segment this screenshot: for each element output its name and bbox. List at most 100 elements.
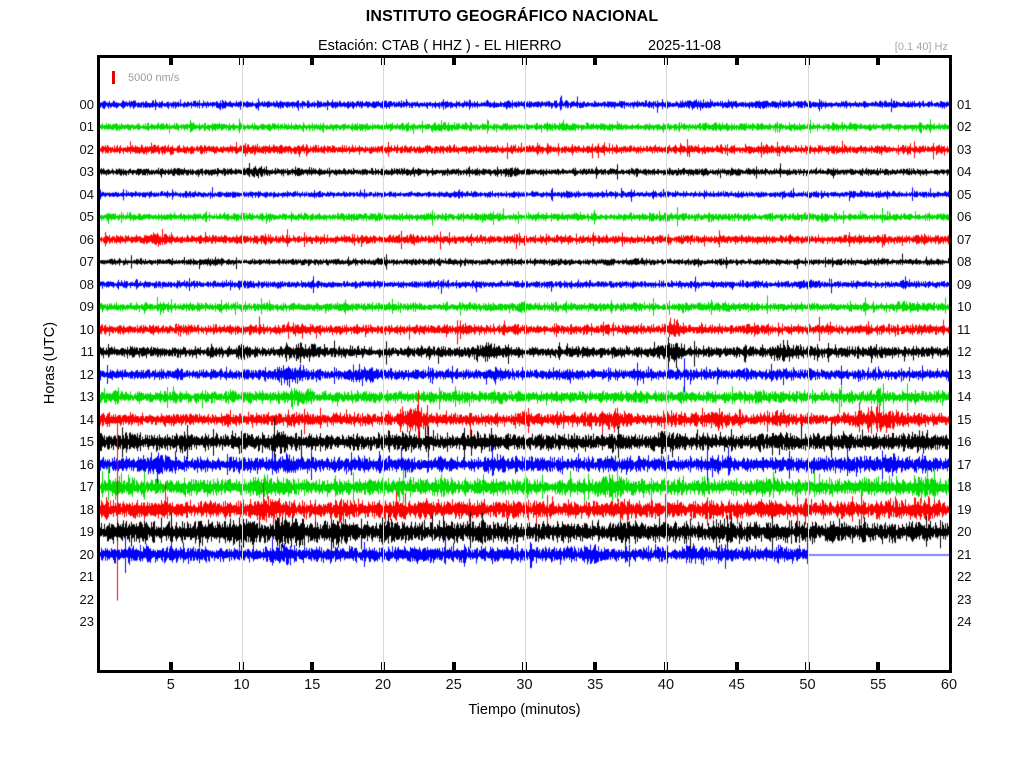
x-tick-label-10: 10	[233, 677, 250, 693]
axis-tick	[667, 662, 669, 670]
hour-label-left-05: 05	[79, 209, 94, 224]
hour-label-right-09: 09	[957, 276, 972, 292]
gridline-50min	[807, 58, 809, 670]
hour-label-right-15: 15	[957, 411, 972, 427]
hour-label-left-07: 07	[79, 254, 94, 269]
hour-label-right-08: 08	[957, 254, 972, 269]
hour-label-right-04: 04	[957, 164, 972, 179]
hour-label-right-03: 03	[957, 141, 972, 157]
axis-tick	[876, 58, 881, 65]
axis-tick	[380, 58, 382, 65]
axis-tick	[242, 662, 244, 670]
hour-label-left-00: 00	[79, 96, 94, 112]
axis-tick	[876, 662, 881, 670]
hour-label-left-23: 23	[79, 614, 94, 629]
axis-tick	[168, 58, 173, 65]
axis-tick	[593, 662, 598, 670]
page-title: INSTITUTO GEOGRÁFICO NACIONAL	[365, 8, 659, 25]
axis-tick	[168, 662, 173, 670]
hour-label-right-22: 22	[957, 569, 972, 584]
x-tick-label-45: 45	[728, 677, 745, 693]
hour-label-right-06: 06	[957, 209, 972, 224]
hour-label-right-16: 16	[957, 434, 972, 449]
x-tick-label-40: 40	[657, 677, 675, 693]
filter-band-label: [0.1 40] Hz	[894, 41, 948, 53]
x-tick-label-55: 55	[870, 677, 887, 693]
x-tick-label-50: 50	[799, 677, 816, 693]
axis-tick	[525, 58, 527, 65]
hour-label-left-10: 10	[79, 321, 94, 337]
hour-label-left-01: 01	[79, 119, 94, 134]
x-tick-label-60: 60	[940, 677, 958, 693]
axis-tick	[310, 58, 315, 65]
hour-label-left-15: 15	[79, 434, 94, 449]
axis-tick	[451, 662, 456, 670]
axis-tick	[310, 662, 315, 670]
hour-label-right-21: 21	[957, 546, 972, 562]
hour-label-right-13: 13	[957, 366, 972, 382]
x-tick-label-5: 5	[166, 677, 175, 693]
axis-tick	[663, 58, 665, 65]
hour-label-left-12: 12	[79, 366, 94, 382]
hour-label-right-19: 19	[957, 501, 972, 517]
hour-label-left-08: 08	[79, 276, 94, 292]
hour-label-right-20: 20	[957, 524, 972, 539]
hour-label-right-02: 02	[957, 119, 972, 134]
hour-label-left-02: 02	[79, 141, 94, 157]
axis-tick	[593, 58, 598, 65]
hour-label-left-21: 21	[79, 569, 94, 584]
gridline-20min	[383, 58, 384, 670]
hour-label-left-04: 04	[79, 186, 94, 202]
hour-label-left-22: 22	[79, 591, 94, 607]
axis-tick	[805, 662, 807, 670]
axis-tick	[242, 58, 244, 65]
axis-tick	[384, 662, 386, 670]
axis-tick	[808, 662, 810, 670]
axis-tick	[384, 58, 386, 65]
gridline-10min	[241, 58, 243, 670]
x-tick-label-30: 30	[516, 677, 533, 693]
axis-tick	[525, 662, 527, 670]
date-label: 2025-11-08	[648, 38, 722, 54]
axis-tick	[667, 58, 669, 65]
hour-label-left-18: 18	[79, 501, 94, 517]
hour-label-left-20: 20	[79, 546, 94, 562]
axis-tick	[734, 662, 739, 670]
axis-tick	[239, 662, 241, 670]
y-axis-title: Horas (UTC)	[42, 321, 58, 405]
axis-tick	[808, 58, 810, 65]
x-tick-label-35: 35	[587, 677, 604, 693]
hour-label-left-03: 03	[79, 164, 94, 179]
gridline-40min	[666, 58, 667, 670]
x-tick-label-25: 25	[445, 677, 462, 693]
axis-tick	[522, 58, 524, 65]
station-label: Estación: CTAB ( HHZ ) - EL HIERRO	[318, 38, 562, 54]
hour-label-right-17: 17	[957, 456, 972, 472]
hour-label-left-09: 09	[79, 299, 94, 314]
x-axis-title: Tiempo (minutos)	[468, 702, 581, 718]
axis-tick	[734, 58, 739, 65]
gridline-30min	[524, 58, 526, 670]
axis-tick	[239, 58, 241, 65]
axis-tick	[805, 58, 807, 65]
hour-label-left-14: 14	[79, 411, 94, 427]
hour-label-right-05: 05	[957, 186, 972, 202]
x-tick-label-15: 15	[304, 677, 321, 693]
hour-label-right-07: 07	[957, 231, 972, 247]
hour-label-right-12: 12	[957, 344, 972, 359]
hour-label-left-06: 06	[79, 231, 94, 247]
axis-tick	[663, 662, 665, 670]
axis-tick	[522, 662, 524, 670]
hour-label-left-16: 16	[79, 456, 94, 472]
hour-label-left-11: 11	[80, 344, 95, 359]
hour-label-right-18: 18	[957, 479, 972, 494]
hour-label-left-19: 19	[79, 524, 94, 539]
axis-tick	[380, 662, 382, 670]
hour-label-right-01: 01	[957, 96, 972, 112]
hour-label-right-23: 23	[957, 591, 972, 607]
hour-label-right-11: 11	[957, 321, 971, 337]
hour-label-right-14: 14	[957, 389, 972, 404]
hour-label-right-24: 24	[957, 614, 972, 629]
hour-label-right-10: 10	[957, 299, 972, 314]
